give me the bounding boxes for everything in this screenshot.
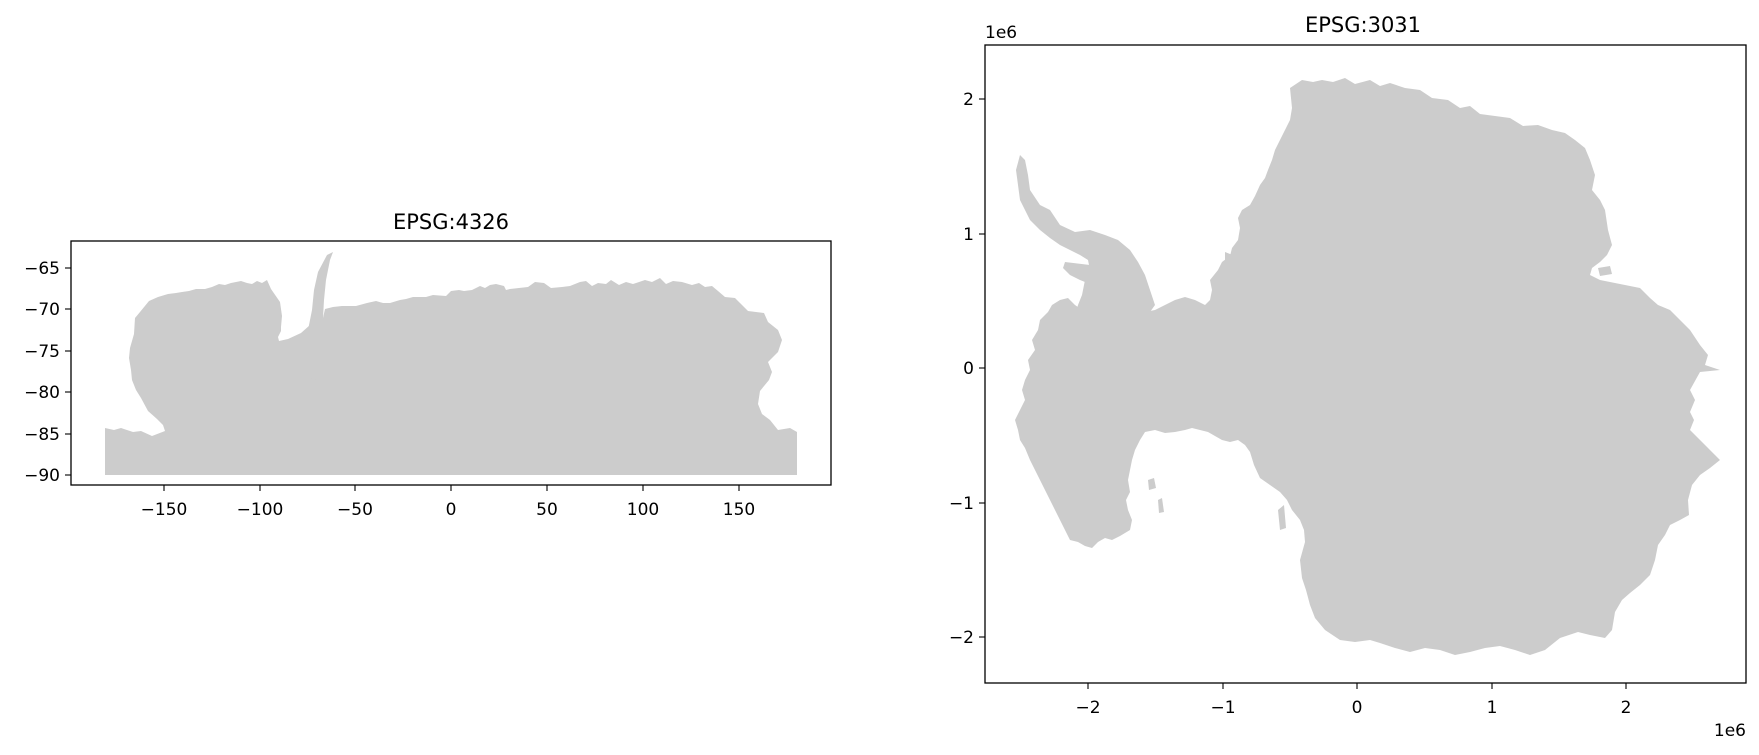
- right-y-tick-label: −1: [949, 494, 974, 514]
- antarctica-landmass-geographic: [105, 278, 797, 475]
- left-x-tick-label: −50: [337, 500, 373, 520]
- island-polar-c: [1158, 498, 1164, 513]
- left-x-tick-label: 100: [627, 500, 659, 520]
- right-x-tick-label: −2: [1075, 698, 1100, 718]
- left-x-tick-label: 0: [446, 500, 457, 520]
- antarctic-peninsula-geographic: [306, 340, 330, 380]
- right-map-panel: EPSG:3031 1e6 −2 −1 0 1 2 1e6: [949, 13, 1747, 741]
- right-x-tick-label: 2: [1621, 698, 1632, 718]
- roosevelt-island-polar: [1300, 468, 1310, 490]
- left-map-panel: EPSG:4326 −150 −100 −50 0 50 100: [24, 210, 832, 520]
- peninsula-northern-strip-geographic: [290, 252, 333, 350]
- island-polar-a: [1092, 395, 1100, 412]
- island-left-d: [324, 388, 337, 399]
- right-x-tick-label: 1: [1487, 698, 1498, 718]
- left-y-tick-label: −70: [24, 300, 60, 320]
- right-x-tick-label: 0: [1352, 698, 1363, 718]
- left-y-tick-label: −65: [24, 259, 60, 279]
- left-x-tick-label: 50: [536, 500, 558, 520]
- island-polar-d: [1278, 505, 1286, 530]
- right-y-axis: 2 1 0 −1 −2: [949, 90, 985, 648]
- left-y-axis: −65 −70 −75 −80 −85 −90: [24, 259, 71, 486]
- right-x-offset-label: 1e6: [1714, 721, 1746, 741]
- right-y-offset-label: 1e6: [985, 23, 1017, 43]
- antarctica-landmass-polar: [1015, 78, 1720, 655]
- right-y-tick-label: −2: [949, 628, 974, 648]
- right-y-tick-label: 2: [963, 90, 974, 110]
- alexander-island-polar: [1063, 262, 1112, 292]
- island-polar-b: [1148, 478, 1156, 490]
- left-x-tick-label: −100: [237, 500, 284, 520]
- left-x-tick-label: −150: [141, 500, 188, 520]
- right-y-tick-label: 0: [963, 359, 974, 379]
- right-y-tick-label: 1: [963, 225, 974, 245]
- left-y-tick-label: −85: [24, 425, 60, 445]
- left-y-tick-label: −90: [24, 466, 60, 486]
- weddell-shelf-island-polar: [1225, 252, 1262, 305]
- right-x-tick-label: −1: [1210, 698, 1235, 718]
- right-panel-title: EPSG:3031: [1305, 13, 1421, 37]
- island-left-b: [205, 330, 212, 337]
- berkner-island-polar: [1227, 297, 1240, 310]
- island-polar-e: [1598, 266, 1612, 276]
- island-left-a: [137, 372, 146, 386]
- antarctic-peninsula-polar: [1016, 155, 1155, 400]
- right-axes-frame: [984, 44, 1747, 684]
- left-x-tick-label: 150: [723, 500, 755, 520]
- left-x-axis: −150 −100 −50 0 50 100 150: [141, 485, 755, 520]
- right-x-axis: −2 −1 0 1 2 1e6: [1075, 683, 1746, 741]
- left-y-tick-label: −75: [24, 342, 60, 362]
- weddell-shelf-geographic: [345, 354, 398, 395]
- left-y-tick-label: −80: [24, 383, 60, 403]
- island-left-c: [218, 337, 225, 342]
- left-panel-title: EPSG:4326: [393, 210, 509, 234]
